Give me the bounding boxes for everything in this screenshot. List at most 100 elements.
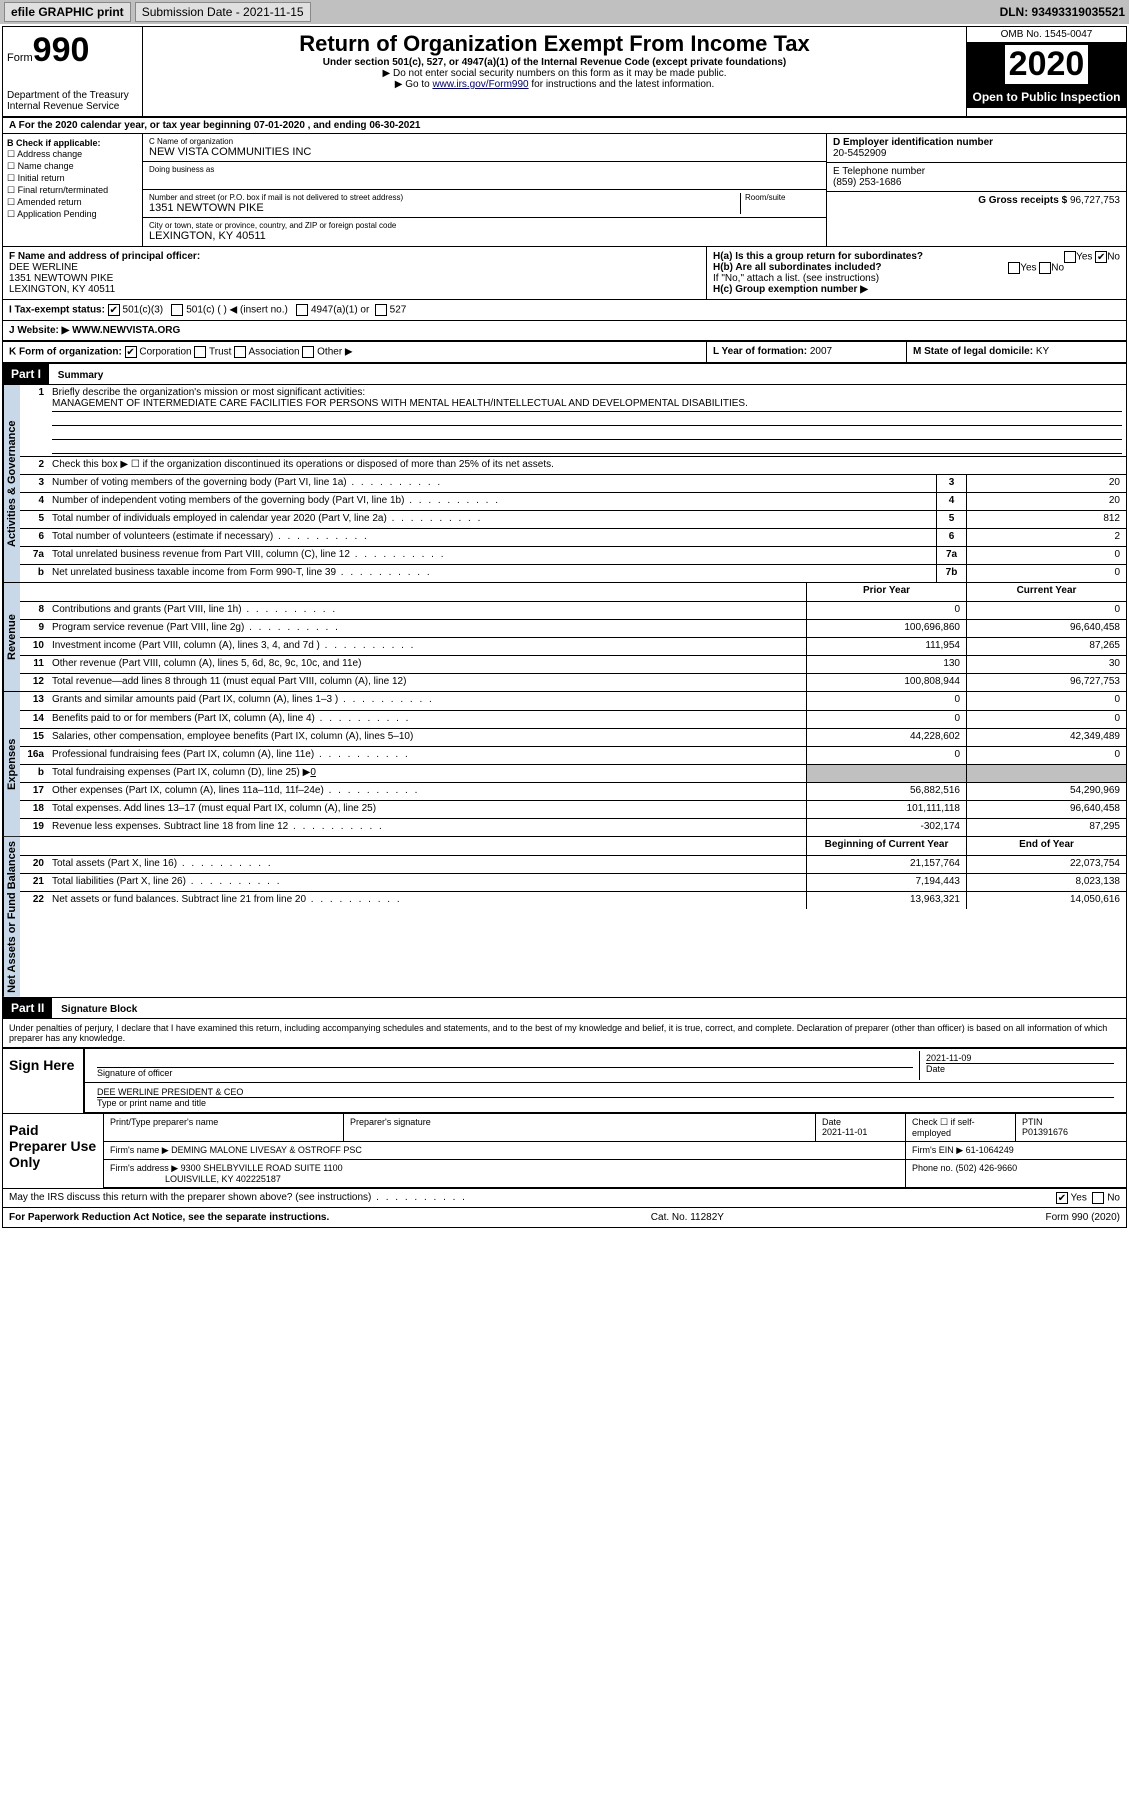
ha-yes-label: Yes: [1076, 252, 1092, 263]
opt-501c3: 501(c)(3): [123, 305, 164, 316]
prep-sig-label: Preparer's signature: [350, 1117, 809, 1127]
firm-addr-label: Firm's address ▶: [110, 1163, 178, 1173]
hb-yes-label: Yes: [1020, 263, 1036, 274]
ptin-label: PTIN: [1022, 1117, 1120, 1127]
sig-officer-label: Signature of officer: [97, 1067, 913, 1078]
chk-trust[interactable]: [194, 346, 206, 358]
officer-name: DEE WERLINE: [9, 262, 78, 273]
l8-desc: Contributions and grants (Part VIII, lin…: [48, 602, 806, 619]
may-irs-no-checkbox[interactable]: [1092, 1192, 1104, 1204]
k-form-org: K Form of organization: Corporation Trus…: [3, 342, 706, 362]
l21-boy: 7,194,443: [806, 874, 966, 891]
chk-name-change[interactable]: ☐ Name change: [7, 161, 138, 172]
officer-name-title: DEE WERLINE PRESIDENT & CEO: [97, 1087, 1114, 1097]
form-title: Return of Organization Exempt From Incom…: [149, 31, 960, 57]
l5-desc: Total number of individuals employed in …: [48, 511, 936, 528]
chk-501c3[interactable]: [108, 304, 120, 316]
chk-other[interactable]: [302, 346, 314, 358]
l5-val: 812: [966, 511, 1126, 528]
chk-application-pending[interactable]: ☐ Application Pending: [7, 209, 138, 220]
phone-label: Phone no.: [912, 1163, 953, 1173]
paperwork-notice: For Paperwork Reduction Act Notice, see …: [9, 1212, 329, 1223]
efile-print-button[interactable]: efile GRAPHIC print: [4, 2, 131, 22]
l16b-desc: Total fundraising expenses (Part IX, col…: [48, 765, 806, 782]
l11-current: 30: [966, 656, 1126, 673]
mission-text: MANAGEMENT OF INTERMEDIATE CARE FACILITI…: [52, 398, 1122, 412]
hb-no-checkbox[interactable]: [1039, 262, 1051, 274]
ha-no-checkbox[interactable]: [1095, 251, 1107, 263]
l18-current: 96,640,458: [966, 801, 1126, 818]
form-number: 990: [33, 31, 90, 69]
chk-initial-return[interactable]: ☐ Initial return: [7, 173, 138, 184]
eoy-hdr: End of Year: [966, 837, 1126, 855]
mission-blank-3: [52, 440, 1122, 454]
chk-527[interactable]: [375, 304, 387, 316]
chk-corporation[interactable]: [125, 346, 137, 358]
l8-prior: 0: [806, 602, 966, 619]
ha-label: H(a) Is this a group return for subordin…: [713, 251, 923, 262]
l9-current: 96,640,458: [966, 620, 1126, 637]
l11-prior: 130: [806, 656, 966, 673]
penalty-statement: Under penalties of perjury, I declare th…: [3, 1019, 1126, 1047]
vtab-governance: Activities & Governance: [3, 385, 20, 582]
sig-date-value: 2021-11-09: [926, 1053, 1114, 1063]
may-irs-row: May the IRS discuss this return with the…: [3, 1188, 1126, 1207]
chk-final-return[interactable]: ☐ Final return/terminated: [7, 185, 138, 196]
chk-address-change[interactable]: ☐ Address change: [7, 149, 138, 160]
k-label: K Form of organization:: [9, 347, 122, 358]
type-print-label: Type or print name and title: [97, 1097, 1114, 1108]
l9-desc: Program service revenue (Part VIII, line…: [48, 620, 806, 637]
hb-no-label: No: [1051, 263, 1064, 274]
e-phone-label: E Telephone number: [833, 166, 1120, 177]
page-footer: For Paperwork Reduction Act Notice, see …: [3, 1207, 1126, 1227]
self-employed-check[interactable]: Check ☐ if self-employed: [906, 1114, 1016, 1141]
l14-desc: Benefits paid to or for members (Part IX…: [48, 711, 806, 728]
l2-desc: Check this box ▶ ☐ if the organization d…: [48, 457, 1126, 474]
i-label: I Tax-exempt status:: [9, 305, 105, 316]
form-version: Form 990 (2020): [1046, 1212, 1120, 1223]
year-block: OMB No. 1545-0047 2020 Open to Public In…: [966, 27, 1126, 116]
ha-yes-checkbox[interactable]: [1064, 251, 1076, 263]
l3-desc: Number of voting members of the governin…: [48, 475, 936, 492]
chk-amended-return[interactable]: ☐ Amended return: [7, 197, 138, 208]
l7b-val: 0: [966, 565, 1126, 582]
l17-desc: Other expenses (Part IX, column (A), lin…: [48, 783, 806, 800]
l6-desc: Total number of volunteers (estimate if …: [48, 529, 936, 546]
l20-desc: Total assets (Part X, line 16): [48, 856, 806, 873]
instructions-link[interactable]: www.irs.gov/Form990: [432, 79, 528, 90]
opt-corp: Corporation: [139, 347, 191, 358]
chk-501c[interactable]: [171, 304, 183, 316]
officer-addr2: LEXINGTON, KY 40511: [9, 284, 115, 295]
chk-association[interactable]: [234, 346, 246, 358]
l14-current: 0: [966, 711, 1126, 728]
may-irs-yes-label: Yes: [1071, 1192, 1087, 1203]
ha-no-label: No: [1107, 252, 1120, 263]
l18-prior: 101,111,118: [806, 801, 966, 818]
l10-prior: 111,954: [806, 638, 966, 655]
form-prefix: Form: [7, 52, 33, 64]
l19-current: 87,295: [966, 819, 1126, 836]
omb-number: OMB No. 1545-0047: [967, 27, 1126, 43]
sig-date-label: Date: [926, 1063, 1114, 1074]
prep-name-label: Print/Type preparer's name: [110, 1117, 337, 1127]
l15-desc: Salaries, other compensation, employee b…: [48, 729, 806, 746]
state-domicile-value: KY: [1036, 346, 1049, 357]
chk-4947[interactable]: [296, 304, 308, 316]
l7b-desc: Net unrelated business taxable income fr…: [48, 565, 936, 582]
l22-boy: 13,963,321: [806, 892, 966, 909]
opt-trust: Trust: [209, 347, 231, 358]
vtab-revenue: Revenue: [3, 583, 20, 691]
l7a-desc: Total unrelated business revenue from Pa…: [48, 547, 936, 564]
l19-desc: Revenue less expenses. Subtract line 18 …: [48, 819, 806, 836]
room-label: Room/suite: [745, 193, 820, 202]
l16b-current-shaded: [966, 765, 1126, 782]
city-label: City or town, state or province, country…: [149, 221, 820, 230]
part2-header-row: Part II Signature Block: [3, 998, 1126, 1019]
l4-desc: Number of independent voting members of …: [48, 493, 936, 510]
form-subtitle: Under section 501(c), 527, or 4947(a)(1)…: [149, 57, 960, 68]
opt-4947: 4947(a)(1) or: [311, 305, 369, 316]
hb-yes-checkbox[interactable]: [1008, 262, 1020, 274]
addr-label: Number and street (or P.O. box if mail i…: [149, 193, 740, 202]
may-irs-yes-checkbox[interactable]: [1056, 1192, 1068, 1204]
d-ein-label: D Employer identification number: [833, 137, 1120, 148]
